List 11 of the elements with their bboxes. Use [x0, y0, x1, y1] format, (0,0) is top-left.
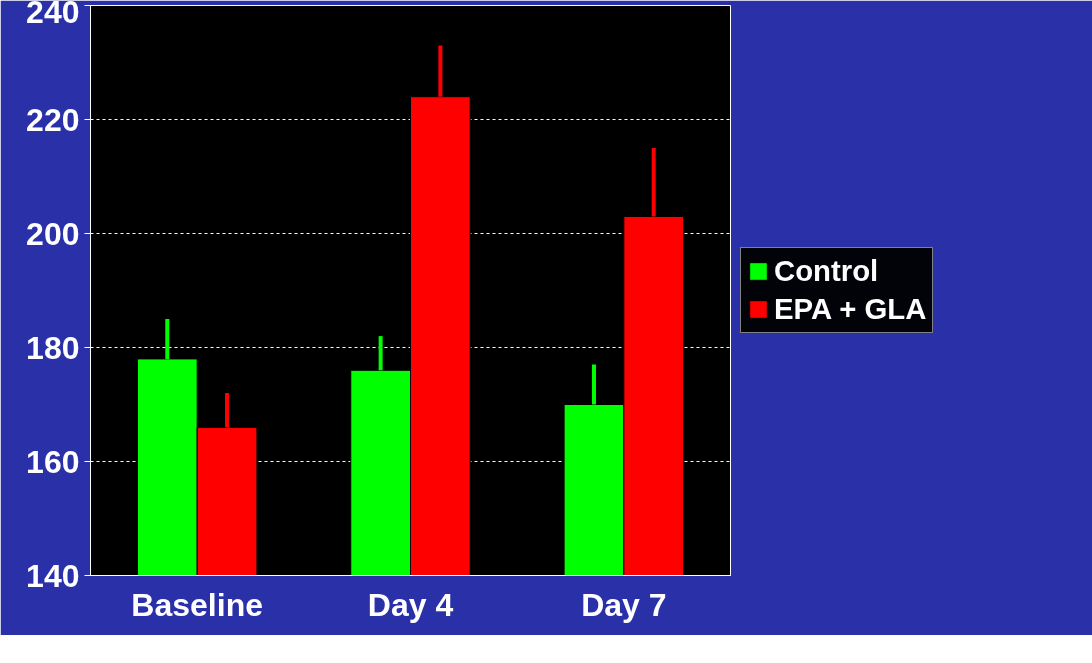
x-tick-label: Baseline — [131, 586, 263, 623]
y-tick-label: 200 — [26, 215, 80, 252]
y-tick-label: 140 — [26, 557, 80, 594]
y-tick-label: 240 — [26, 0, 80, 30]
x-tick-label: Day 7 — [581, 586, 667, 623]
y-tick-label: 160 — [26, 443, 80, 480]
legend-label: Control — [774, 254, 879, 288]
y-tick-label: 180 — [26, 329, 80, 366]
y-tick-label: 220 — [26, 101, 80, 138]
x-tick-label: Day 4 — [367, 586, 454, 623]
legend-label: EPA + GLA — [774, 292, 927, 326]
